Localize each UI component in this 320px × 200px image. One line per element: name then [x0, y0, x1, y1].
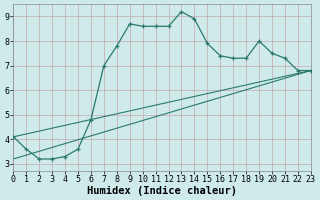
X-axis label: Humidex (Indice chaleur): Humidex (Indice chaleur): [87, 186, 237, 196]
